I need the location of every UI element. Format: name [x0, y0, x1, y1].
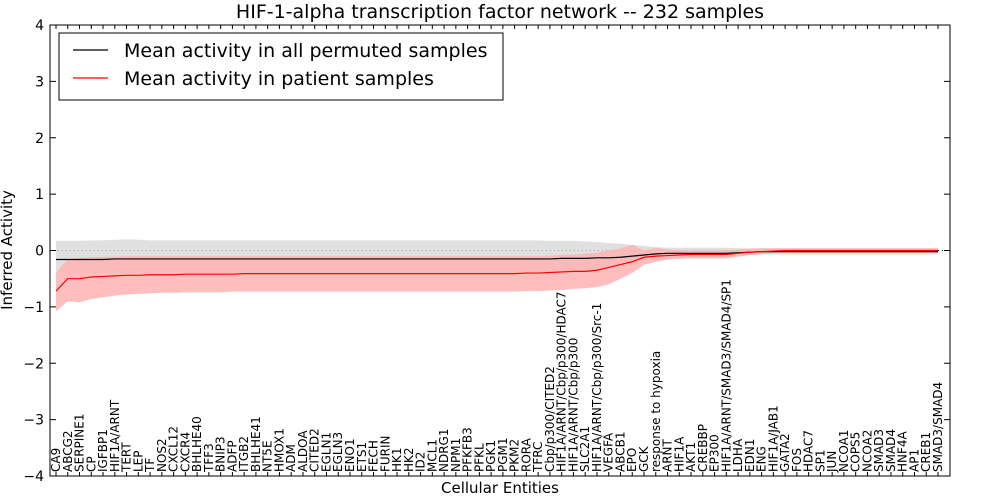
x-tick-label: AKT1 [684, 442, 698, 472]
x-tick-label: ABCG2 [61, 430, 75, 472]
x-tick-label: NCOA2 [860, 430, 874, 472]
x-tick-label: PGM1 [496, 437, 510, 472]
x-tick-label: NPM1 [449, 438, 463, 472]
x-tick-label: SP1 [813, 450, 827, 473]
x-tick-label: NDRG1 [437, 429, 451, 473]
y-axis: 4 3 2 1 0 −1 −2 −3 −4 [23, 18, 950, 485]
x-tick-label: ALDOA [296, 430, 310, 472]
x-tick-label: HIF1A/ARNT/Cbp/p300 [566, 338, 580, 472]
x-tick-label: CXCR4 [178, 432, 192, 472]
x-tick-label: PFKFB3 [461, 427, 475, 472]
x-tick-label: LEP [131, 450, 145, 472]
x-tick-label: GCK [637, 445, 651, 472]
x-tick-label: EP300 [708, 434, 722, 472]
x-tick-label: ENG [755, 446, 769, 472]
y-tick-label: 1 [35, 187, 44, 203]
x-tick-label: MCL1 [425, 439, 439, 472]
x-tick-label: VEGFA [602, 432, 616, 472]
x-tick-label: TERT [120, 442, 134, 473]
x-tick-label: HMOX1 [272, 428, 286, 472]
x-tick-label: ARNT [661, 438, 675, 472]
x-tick-label: NT5E [261, 440, 275, 472]
legend-label-permuted: Mean activity in all permuted samples [124, 40, 487, 62]
x-axis: CA9ABCG2SERPINE1CPIGFBP1HIF1A/ARNTTERTLE… [49, 25, 945, 476]
y-tick-label: 0 [35, 244, 44, 260]
x-tick-label: SMAD3/SMAD4 [931, 382, 945, 472]
legend-box [58, 32, 504, 101]
x-tick-label: response to hypoxia [649, 351, 663, 472]
x-tick-label: JUN [825, 451, 839, 473]
x-tick-label: BHLHE41 [249, 416, 263, 472]
x-tick-label: HK1 [390, 447, 404, 472]
x-tick-label: AP1 [907, 449, 921, 472]
x-tick-label: HIF1A/ARNT [108, 399, 122, 472]
x-tick-label: PGK1 [484, 440, 498, 472]
plot-area [50, 239, 950, 312]
x-tick-label: IGFBP1 [96, 429, 110, 472]
y-tick-label: −1 [23, 300, 44, 316]
x-tick-label: HIF1A/JAB1 [766, 405, 780, 472]
x-tick-label: SERPINE1 [73, 413, 87, 472]
x-axis-label: Cellular Entities [441, 479, 559, 497]
band-patient [56, 244, 938, 312]
x-tick-label: CITED2 [308, 428, 322, 472]
x-tick-label: CREBBP [696, 424, 710, 472]
x-tick-label: EDN1 [743, 439, 757, 472]
x-tick-label: LDHA [731, 438, 745, 472]
x-tick-label: NCOA1 [837, 430, 851, 472]
x-tick-label: SLC2A1 [578, 426, 592, 472]
y-tick-label: −4 [23, 469, 44, 485]
x-tick-label: ABCB1 [613, 432, 627, 472]
x-tick-label: HIF1A/ARNT/Cbp/p300/HDAC7 [555, 291, 569, 472]
x-tick-label: ENO1 [343, 438, 357, 472]
x-tick-label: HIF1A/ARNT/SMAD3/SMAD4/SP1 [719, 279, 733, 472]
y-tick-label: −2 [23, 356, 44, 372]
x-tick-label: FURIN [378, 435, 392, 472]
x-tick-label: RORA [519, 437, 533, 472]
y-tick-label: −3 [23, 413, 44, 429]
line-permuted [56, 251, 938, 261]
chart-title: HIF-1-alpha transcription factor network… [236, 1, 764, 23]
x-tick-label: CA9 [49, 448, 63, 472]
x-tick-label: HK2 [402, 447, 416, 472]
x-tick-label: CP [84, 456, 98, 472]
x-tick-label: SMAD4 [884, 429, 898, 472]
legend-label-patient: Mean activity in patient samples [124, 68, 434, 90]
x-tick-label: BHLHE40 [190, 416, 204, 472]
x-tick-label: FECH [367, 440, 381, 472]
x-tick-label: EGLN3 [331, 432, 345, 472]
y-tick-label: 2 [35, 131, 44, 147]
x-tick-label: BNIP3 [214, 436, 228, 472]
x-tick-label: TFRC [531, 442, 545, 473]
x-tick-label: HIF1A/ARNT/Cbp/p300/Src-1 [590, 303, 604, 472]
y-axis-label: Inferred Activity [0, 190, 16, 310]
x-tick-label: ADFP [225, 440, 239, 472]
x-tick-label: FOS [790, 448, 804, 472]
x-tick-label: EGLN1 [319, 432, 333, 472]
x-tick-label: TF [143, 458, 157, 473]
x-tick-label: HDAC7 [802, 430, 816, 472]
x-tick-label: SMAD3 [872, 429, 886, 472]
x-tick-label: ETS1 [355, 442, 369, 472]
x-tick-label: COPS5 [849, 432, 863, 472]
y-tick-label: 3 [35, 74, 44, 90]
y-tick-label: 4 [35, 18, 44, 34]
x-tick-label: GATA2 [778, 433, 792, 472]
x-tick-label: PFKL [472, 443, 486, 472]
x-tick-label: ID2 [414, 452, 428, 472]
x-tick-label: HNF4A [896, 430, 910, 472]
x-tick-label: ADM [284, 444, 298, 472]
line-patient [55, 249, 938, 292]
x-tick-label: CREB1 [919, 432, 933, 472]
x-tick-label: EPO [625, 448, 639, 472]
x-tick-label: CXCL12 [167, 426, 181, 472]
x-tick-label: Cbp/p300/CITED2 [543, 366, 557, 472]
x-tick-label: PKM2 [508, 439, 522, 472]
x-tick-label: ITGB2 [237, 436, 251, 472]
legend: Mean activity in all permuted samples Me… [58, 32, 504, 101]
x-tick-label: HIF1A [672, 436, 686, 472]
x-tick-label: TFF3 [202, 443, 216, 473]
x-tick-label: NOS2 [155, 438, 169, 472]
